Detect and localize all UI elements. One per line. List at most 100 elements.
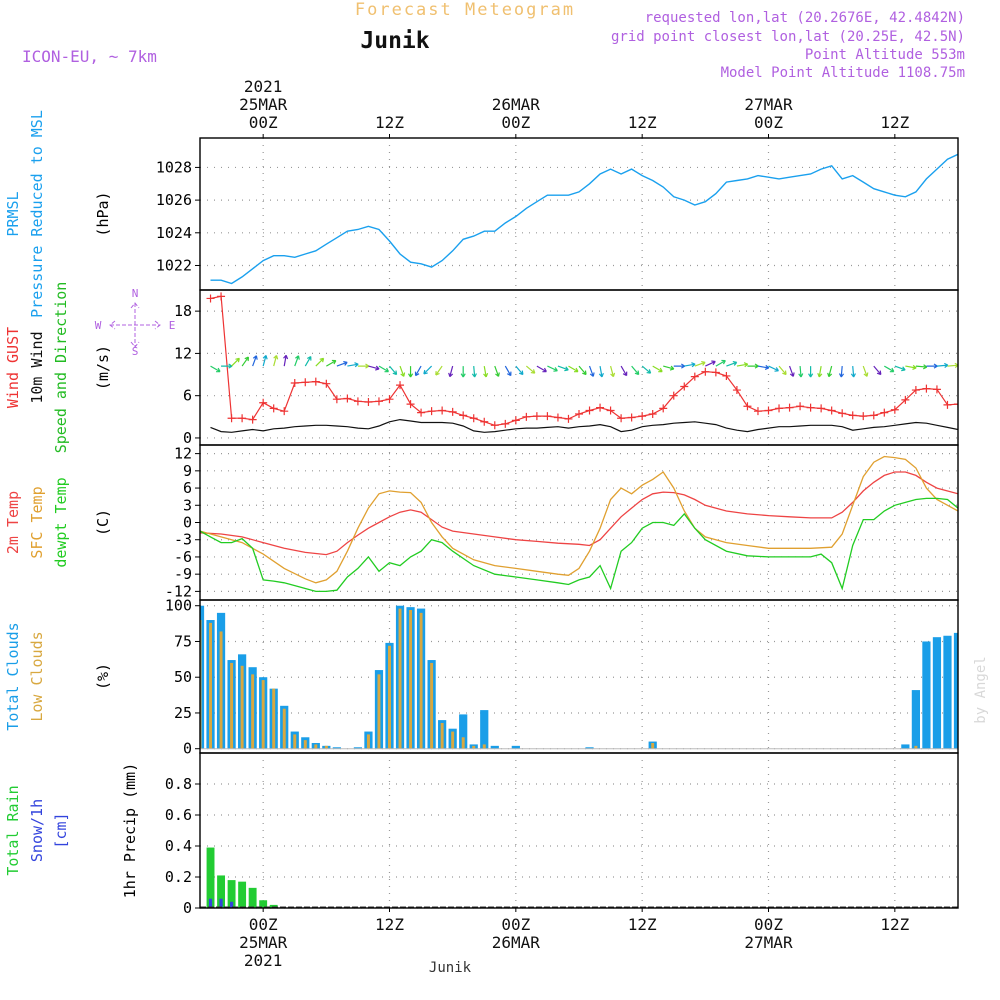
time-label-bottom: 2021 xyxy=(244,951,283,970)
time-label-top: 26MAR xyxy=(492,95,541,114)
model-altitude: Model Point Altitude 1108.75m xyxy=(721,65,965,81)
wind-direction-arrow xyxy=(231,357,240,367)
wind-gust-marker xyxy=(975,412,983,420)
total-clouds-bar xyxy=(332,747,341,749)
y-tick-label: 1022 xyxy=(156,256,192,274)
panel-legend-label: Wind GUST xyxy=(4,327,22,408)
time-label-top: 2021 xyxy=(244,77,283,96)
y-tick-label: 1026 xyxy=(156,191,192,209)
wind-direction-arrow xyxy=(715,359,726,367)
wind-direction-arrow xyxy=(598,365,604,378)
y-tick-label: 12 xyxy=(174,344,192,362)
wind-direction-arrow xyxy=(414,365,422,377)
wind-gust-marker xyxy=(817,404,826,413)
wind-gust-marker xyxy=(869,411,878,420)
requested-coords: requested lon,lat (20.2676E, 42.4842N) xyxy=(645,10,965,26)
y-axis-unit: (hPa) xyxy=(94,191,112,236)
wind-direction-arrow xyxy=(435,365,443,376)
wind-gust-marker xyxy=(206,294,215,303)
time-label-bottom: 25MAR xyxy=(239,933,288,952)
wind-gust-marker xyxy=(406,400,415,409)
wind-direction-arrow xyxy=(515,365,524,376)
y-tick-label: 0 xyxy=(183,740,192,758)
wind-gust-marker xyxy=(553,413,562,422)
pressure-line xyxy=(210,153,958,285)
wind-gust-marker xyxy=(753,407,762,416)
wind-direction-arrow xyxy=(241,356,250,367)
wind-direction-arrow xyxy=(926,363,938,369)
rain-bar xyxy=(259,900,268,908)
total-clouds-bar xyxy=(943,635,952,749)
wind-direction-arrow xyxy=(726,360,738,367)
wind-gust-marker xyxy=(732,386,741,395)
low-clouds-bar xyxy=(482,744,486,749)
wind-direction-arrow xyxy=(262,355,268,367)
wind-gust-marker xyxy=(564,414,573,423)
page-title: Forecast Meteogram xyxy=(355,0,575,20)
wind-direction-arrow xyxy=(347,362,359,368)
wind-gust-marker xyxy=(374,397,383,406)
wind-direction-arrow xyxy=(471,366,477,378)
wind-direction-arrow xyxy=(979,363,990,367)
wind-direction-arrow xyxy=(936,362,949,368)
panel-legend-label: dewpt Temp xyxy=(52,477,70,567)
wind-direction-arrow xyxy=(705,360,716,367)
y-tick-label: 18 xyxy=(174,302,192,320)
wind-direction-arrow xyxy=(850,366,856,378)
y-tick-label: 1028 xyxy=(156,158,192,176)
wind-gust-marker xyxy=(227,414,236,423)
wind-gust-marker xyxy=(890,405,899,414)
wind-gust-marker xyxy=(217,292,226,301)
wind-direction-arrow xyxy=(588,365,595,377)
wind-direction-arrow xyxy=(838,366,845,378)
wind-direction-arrow xyxy=(873,365,882,376)
wind-direction-arrow xyxy=(694,360,706,367)
wind-gust-marker xyxy=(364,398,373,407)
total-clouds-bar xyxy=(932,637,942,749)
panels: 1022 1024 1026 1028 PRMSL Pressure Reduced to… xyxy=(4,110,1000,917)
wind-gust-marker xyxy=(248,415,257,424)
wind-gust-marker xyxy=(427,407,436,416)
wind-direction-arrow xyxy=(610,365,616,378)
wind-gust-marker xyxy=(322,379,331,388)
wind-direction-arrow xyxy=(525,365,536,374)
time-label-bottom: 00Z xyxy=(249,915,278,934)
y-tick-label: 75 xyxy=(174,632,192,650)
total-clouds-bar xyxy=(353,747,363,749)
wind-direction-arrow xyxy=(969,363,980,367)
wind-direction-arrow xyxy=(407,366,414,378)
panel-legend-label: SFC Temp xyxy=(28,486,46,558)
wind-gust-marker xyxy=(859,412,868,421)
low-clouds-bar xyxy=(314,744,318,749)
wind-gust-marker xyxy=(996,416,1000,424)
wind-direction-arrow xyxy=(641,365,652,374)
wind-direction-arrow xyxy=(389,365,398,376)
rain-bar xyxy=(217,875,226,908)
wind-gust-marker xyxy=(880,408,889,417)
wind-gust-marker xyxy=(543,412,552,421)
panel-legend-label: Snow/1h xyxy=(28,799,46,862)
y-tick-label: 100 xyxy=(165,597,192,615)
wind-direction-arrow xyxy=(423,365,433,375)
time-label-bottom: 00Z xyxy=(501,915,530,934)
wind-gust-marker xyxy=(806,403,815,412)
y-tick-label: 0 xyxy=(183,514,192,532)
y-tick-label: 1024 xyxy=(156,224,192,242)
wind-direction-arrow xyxy=(368,365,380,371)
low-clouds-bar xyxy=(219,631,223,749)
low-clouds-bar xyxy=(440,722,444,749)
panel-data-pressure xyxy=(210,153,958,285)
time-label-bottom: 27MAR xyxy=(744,933,793,952)
panel-precip: 0 0.2 0.4 0.6 0.8 Total Rain Snow/1h [cm] 1hr Pr… xyxy=(4,752,959,917)
y-tick-label: 0 xyxy=(183,429,192,447)
total-clouds-bar xyxy=(901,744,910,749)
wind-gust-marker xyxy=(701,367,710,376)
wind-gust-marker xyxy=(954,400,958,409)
wind-gust-marker xyxy=(932,385,941,394)
grid-point-coords: grid point closest lon,lat (20.25E, 42.5… xyxy=(611,29,965,45)
wind-direction-arrow xyxy=(798,366,804,378)
panel-frame xyxy=(199,137,959,291)
wind-gust-marker xyxy=(722,371,731,380)
